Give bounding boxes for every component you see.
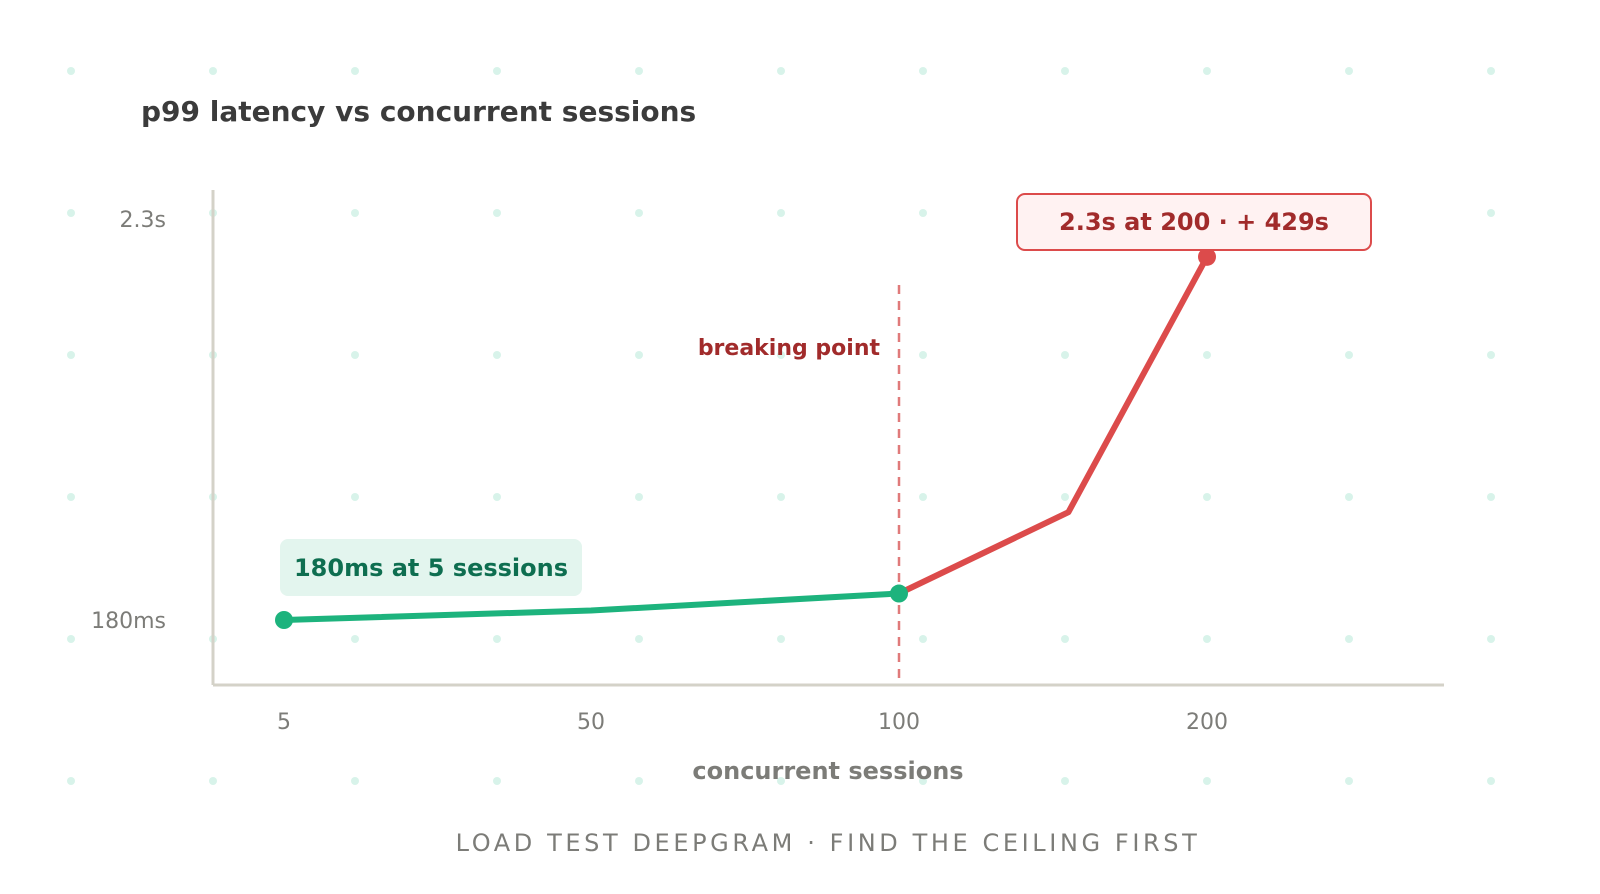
background-dot [1061,67,1069,75]
background-dot [635,209,643,217]
background-dot [1345,67,1353,75]
background-dot [351,635,359,643]
background-dot [1203,635,1211,643]
background-dot [777,635,785,643]
background-dot [1345,635,1353,643]
background-dot [777,67,785,75]
background-dot [635,67,643,75]
background-dot [1487,635,1495,643]
background-dot [1203,777,1211,785]
background-dot [777,777,785,785]
y-tick-label: 180ms [91,609,166,634]
series-layer [281,253,1210,623]
x-tick-label: 200 [1186,710,1228,735]
background-dot [1345,351,1353,359]
background-dot [209,67,217,75]
background-dot [493,67,501,75]
background-dot [351,67,359,75]
background-dot [209,777,217,785]
annotation-high-label: 2.3s at 200 · + 429s [1059,208,1329,236]
background-dot [1203,67,1211,75]
background-dot [919,67,927,75]
background-dot [635,635,643,643]
x-axis-ticks: 5 50 100 200 [277,710,1228,735]
background-dot [67,67,75,75]
series-line-healthy [281,590,902,623]
background-dot [1345,777,1353,785]
background-dot [493,493,501,501]
background-dot [635,351,643,359]
data-point [1198,247,1216,266]
background-dot [67,493,75,501]
chart-footer: LOAD TEST DEEPGRAM · FIND THE CEILING FI… [456,829,1201,857]
points-layer [275,247,1216,629]
background-dot [919,493,927,501]
x-tick-label: 100 [878,710,920,735]
background-dot [777,351,785,359]
chart-title: p99 latency vs concurrent sessions [141,95,696,128]
data-point [275,611,293,629]
annotation-low-badge [280,539,582,596]
background-dot [635,493,643,501]
background-dot [1203,493,1211,501]
background-dot [1487,351,1495,359]
background-dot [635,777,643,785]
background-dot [919,209,927,217]
background-dot [493,209,501,217]
background-dot [67,209,75,217]
background-dot [1203,351,1211,359]
background-dot [351,351,359,359]
background-dot [67,635,75,643]
y-tick-label: 2.3s [120,208,166,233]
background-dot [1061,351,1069,359]
background-dot [919,351,927,359]
background-dot [493,635,501,643]
background-dot [67,777,75,785]
breaking-point-label: breaking point [698,336,881,361]
background-dot [1487,67,1495,75]
background-dot [919,777,927,785]
background-dot-grid [67,67,1495,785]
background-dot [351,493,359,501]
background-dot [1061,777,1069,785]
x-axis-label: concurrent sessions [692,757,963,785]
background-dot [1061,635,1069,643]
background-dot [1345,493,1353,501]
background-dot [777,209,785,217]
background-dot [351,777,359,785]
background-dot [777,493,785,501]
background-dot [1487,493,1495,501]
background-dot [919,635,927,643]
background-dot [493,777,501,785]
annotation-high-badge [1016,193,1372,251]
x-tick-label: 50 [577,710,605,735]
background-dot [493,351,501,359]
series-line-degraded [896,253,1210,597]
background-dot [1487,209,1495,217]
background-dot [351,209,359,217]
x-tick-label: 5 [277,710,291,735]
annotation-low-label: 180ms at 5 sessions [294,554,568,582]
background-dot [1061,493,1069,501]
data-point [890,584,908,603]
background-dot [1487,777,1495,785]
background-dot [67,351,75,359]
y-axis-ticks: 180ms 2.3s [91,208,166,634]
